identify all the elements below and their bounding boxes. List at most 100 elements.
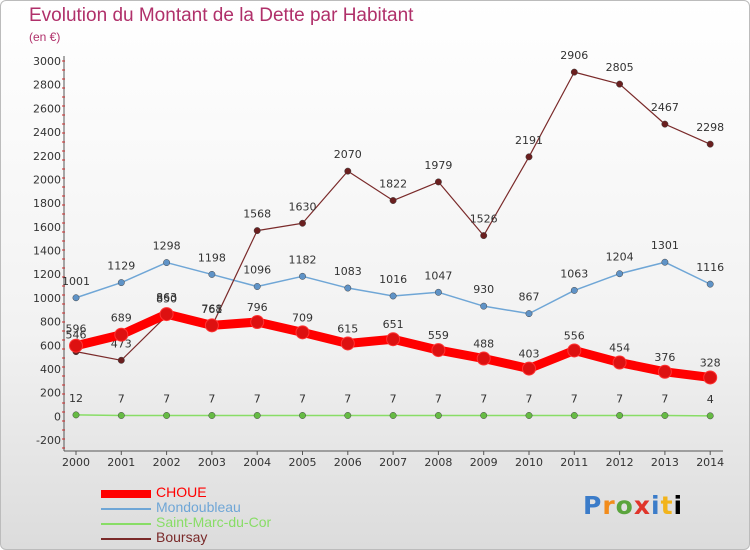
data-point-choue: [612, 355, 627, 370]
data-point-boursay: [253, 227, 261, 235]
data-label-mondoubleau: 1047: [424, 269, 452, 282]
data-label-saint-marc-du-cor: 7: [254, 392, 261, 405]
y-tick-label: 2400: [33, 126, 61, 139]
data-point-mondoubleau: [208, 270, 216, 278]
data-label-choue: 488: [473, 338, 494, 351]
data-label-choue: 556: [564, 329, 585, 342]
y-tick-label: -200: [36, 434, 61, 447]
data-point-choue: [69, 338, 83, 353]
data-label-saint-marc-du-cor: 7: [208, 392, 215, 405]
y-tick-label: 1800: [33, 197, 61, 210]
data-label-saint-marc-du-cor: 7: [571, 392, 578, 405]
legend-swatch: [101, 508, 151, 510]
data-label-mondoubleau: 1198: [198, 251, 226, 264]
y-tick-label: 1200: [33, 268, 61, 281]
data-point-choue: [476, 351, 491, 366]
data-label-boursay: 1979: [424, 159, 452, 172]
data-point-choue: [340, 336, 355, 351]
data-point-saint-marc-du-cor: [344, 412, 352, 419]
chart-title: Evolution du Montant de la Dette par Hab…: [29, 5, 414, 26]
data-point-saint-marc-du-cor: [480, 412, 488, 419]
data-label-boursay: 1526: [470, 213, 498, 226]
data-label-saint-marc-du-cor: 7: [344, 392, 351, 405]
x-tick-label: 2007: [379, 456, 407, 469]
x-tick-label: 2008: [424, 456, 452, 469]
x-tick-label: 2003: [198, 456, 226, 469]
data-point-mondoubleau: [480, 302, 488, 310]
data-label-boursay: 2906: [560, 49, 588, 62]
data-point-mondoubleau: [72, 294, 80, 302]
logo-letter: i: [673, 491, 684, 520]
data-label-choue: 615: [337, 322, 358, 335]
data-point-choue: [295, 325, 310, 340]
y-tick-label: 2600: [33, 102, 61, 115]
data-point-mondoubleau: [163, 259, 171, 267]
proxiti-logo: Proxiti: [583, 491, 683, 520]
data-point-boursay: [570, 68, 578, 76]
data-point-mondoubleau: [117, 279, 125, 287]
data-label-boursay: 2298: [696, 121, 724, 134]
x-tick-label: 2005: [289, 456, 317, 469]
data-point-saint-marc-du-cor: [253, 412, 261, 419]
data-point-choue: [522, 361, 536, 376]
data-point-choue: [386, 332, 401, 347]
data-point-boursay: [434, 178, 442, 186]
data-label-saint-marc-du-cor: 7: [616, 392, 623, 405]
data-label-mondoubleau: 1204: [606, 251, 634, 264]
data-label-boursay: 761: [201, 303, 222, 316]
data-point-choue: [703, 370, 718, 385]
data-label-mondoubleau: 1016: [379, 273, 407, 286]
data-label-mondoubleau: 1063: [560, 267, 588, 280]
data-point-saint-marc-du-cor: [117, 412, 125, 419]
data-point-mondoubleau: [570, 286, 578, 294]
data-label-boursay: 2467: [651, 101, 679, 114]
data-label-choue: 709: [292, 311, 313, 324]
data-point-boursay: [525, 153, 533, 161]
x-tick-label: 2013: [651, 456, 679, 469]
data-label-mondoubleau: 930: [473, 283, 494, 296]
data-label-saint-marc-du-cor: 7: [526, 392, 533, 405]
data-label-mondoubleau: 867: [519, 291, 540, 304]
data-point-mondoubleau: [344, 284, 352, 292]
data-point-saint-marc-du-cor: [525, 412, 533, 419]
data-label-mondoubleau: 1182: [289, 253, 317, 266]
data-point-boursay: [706, 140, 714, 148]
data-label-saint-marc-du-cor: 7: [390, 392, 397, 405]
data-point-mondoubleau: [525, 310, 533, 318]
data-label-boursay: 2805: [606, 61, 634, 74]
data-point-mondoubleau: [616, 270, 624, 278]
y-tick-label: 2200: [33, 150, 61, 163]
data-point-mondoubleau: [389, 292, 397, 300]
x-tick-label: 2004: [243, 456, 271, 469]
data-point-boursay: [117, 356, 125, 364]
data-point-mondoubleau: [661, 258, 669, 266]
data-point-boursay: [344, 167, 352, 175]
data-point-mondoubleau: [299, 272, 306, 280]
y-tick-label: 1400: [33, 245, 61, 258]
data-label-saint-marc-du-cor: 7: [661, 392, 668, 405]
y-tick-label: 400: [40, 363, 61, 376]
data-label-saint-marc-du-cor: 7: [118, 392, 125, 405]
data-label-choue: 376: [654, 351, 675, 364]
logo-letter: P: [583, 491, 603, 520]
data-label-choue: 768: [201, 302, 222, 315]
x-tick-label: 2002: [153, 456, 181, 469]
data-label-boursay: 850: [156, 293, 177, 306]
data-point-boursay: [480, 232, 488, 240]
data-point-saint-marc-du-cor: [299, 412, 306, 419]
data-label-saint-marc-du-cor: 7: [163, 392, 170, 405]
x-tick-label: 2006: [334, 456, 362, 469]
data-point-mondoubleau: [253, 283, 261, 290]
y-tick-label: 2800: [33, 79, 61, 92]
data-label-choue: 559: [428, 329, 449, 342]
data-label-choue: 796: [247, 301, 268, 314]
data-point-boursay: [661, 120, 669, 128]
x-tick-label: 2009: [470, 456, 498, 469]
data-point-mondoubleau: [706, 280, 714, 288]
data-label-choue: 403: [519, 348, 540, 361]
data-point-saint-marc-du-cor: [72, 411, 80, 419]
x-tick-label: 2012: [606, 456, 634, 469]
y-tick-label: 3000: [33, 55, 61, 68]
data-label-boursay: 1822: [379, 178, 407, 191]
